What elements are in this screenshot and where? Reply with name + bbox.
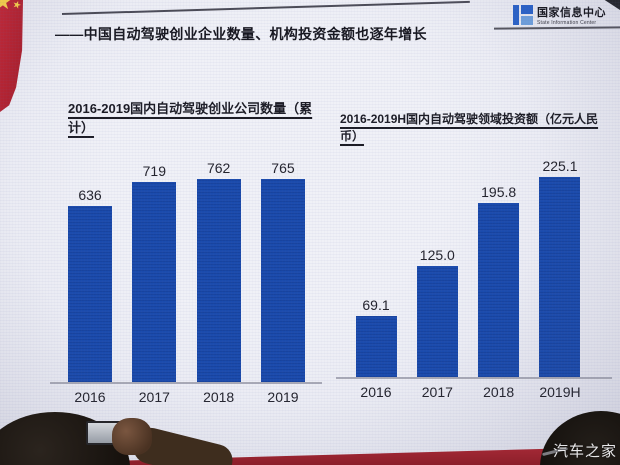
bar-value-label: 69.1	[362, 296, 390, 313]
logo-name: 国家信息中心	[537, 7, 606, 19]
x-axis-labels: 2016 2017 2018 2019H	[336, 384, 612, 400]
chart-title: 2016-2019H国内自动驾驶领域投资额（亿元人民币）	[340, 112, 599, 143]
bar-column: 195.8	[471, 155, 527, 377]
autohome-watermark: 汽车之家	[552, 443, 617, 460]
bar	[478, 203, 520, 377]
audience-hand	[112, 418, 152, 455]
chart-title: 2016-2019国内自动驾驶创业公司数量（累计）	[68, 101, 313, 135]
logo-text: 国家信息中心 State Information Center	[537, 4, 606, 26]
bar-value-label: 636	[78, 186, 102, 203]
slide-title: ——中国自动驾驶创业企业数量、机构投资金额也逐年增长	[55, 26, 427, 42]
bar-value-label: 765	[271, 160, 295, 176]
x-tick-label: 2017	[421, 384, 453, 400]
bar-column: 125.0	[409, 155, 465, 377]
bar	[355, 315, 397, 377]
bar-value-label: 195.8	[481, 184, 517, 201]
chart-investment-amount: 2016-2019H国内自动驾驶领域投资额（亿元人民币） 69.1 125.0 …	[336, 93, 612, 423]
logo-subtitle: State Information Center	[537, 20, 597, 26]
logo-icon	[513, 5, 533, 25]
x-tick-label: 2019	[267, 389, 299, 405]
x-tick-label: 2019H	[539, 384, 581, 400]
logo-state-information-center: 国家信息中心 State Information Center	[513, 4, 606, 26]
x-tick-label: 2018	[483, 384, 515, 400]
x-tick-label: 2016	[360, 384, 392, 400]
bar-column: 636	[62, 160, 118, 382]
bar-value-label: 125.0	[419, 247, 455, 263]
bar-value-label: 719	[142, 163, 166, 180]
x-tick-label: 2016	[74, 389, 106, 405]
bar	[539, 177, 581, 377]
bar-column: 69.1	[348, 155, 404, 377]
header-rule	[61, 0, 470, 15]
bar-column: 762	[191, 160, 247, 382]
plot-area: 69.1 125.0 195.8 225.1	[336, 155, 612, 379]
x-tick-label: 2018	[203, 389, 235, 405]
bar-column: 765	[255, 160, 311, 382]
bar-value-label: 225.1	[542, 158, 578, 175]
bar-column: 225.1	[532, 155, 588, 377]
bar	[196, 179, 241, 382]
bar	[68, 205, 112, 382]
x-axis-labels: 2016 2017 2018 2019	[50, 389, 322, 405]
flag-star-icon: ★	[0, 0, 13, 14]
bar-column: 719	[126, 160, 182, 382]
bar	[132, 182, 177, 382]
bar	[260, 179, 305, 382]
x-tick-label: 2017	[138, 389, 170, 405]
chart-startup-company-count: 2016-2019国内自动驾驶创业公司数量（累计） 636 719 762 76…	[50, 93, 322, 423]
logo-underline	[493, 26, 620, 30]
bar-value-label: 762	[206, 160, 231, 176]
bar	[416, 266, 458, 377]
plot-area: 636 719 762 765	[50, 160, 322, 384]
